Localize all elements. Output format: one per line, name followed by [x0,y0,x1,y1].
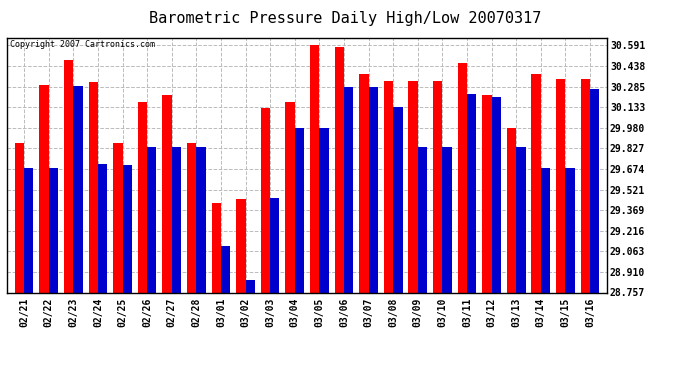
Bar [457,63,467,292]
Bar [113,142,123,292]
Bar [246,280,255,292]
Bar [64,60,73,292]
Bar [507,128,516,292]
Bar [88,82,98,292]
Bar [221,246,230,292]
Bar [187,142,197,292]
Bar [482,95,491,292]
Bar [236,199,246,292]
Bar [359,74,368,292]
Bar [442,147,452,292]
Bar [319,128,328,292]
Bar [556,79,565,292]
Bar [408,81,417,292]
Bar [270,198,279,292]
Bar [39,85,49,292]
Bar [14,142,24,292]
Text: Barometric Pressure Daily High/Low 20070317: Barometric Pressure Daily High/Low 20070… [149,11,541,26]
Bar [344,87,353,292]
Bar [565,168,575,292]
Bar [310,45,319,292]
Bar [98,164,107,292]
Bar [590,89,600,292]
Bar [138,102,147,292]
Bar [24,168,34,292]
Bar [531,74,541,292]
Bar [417,147,427,292]
Text: Copyright 2007 Cartronics.com: Copyright 2007 Cartronics.com [10,40,155,49]
Bar [295,128,304,292]
Bar [162,95,172,292]
Bar [49,168,58,292]
Bar [384,81,393,292]
Bar [433,81,442,292]
Bar [335,47,344,292]
Bar [123,165,132,292]
Bar [491,97,501,292]
Bar [197,147,206,292]
Bar [212,203,221,292]
Bar [516,147,526,292]
Bar [393,107,402,292]
Bar [261,108,270,292]
Bar [368,87,378,292]
Bar [286,102,295,292]
Bar [580,79,590,292]
Bar [172,147,181,292]
Bar [73,86,83,292]
Bar [541,168,550,292]
Bar [147,147,157,292]
Bar [467,94,476,292]
